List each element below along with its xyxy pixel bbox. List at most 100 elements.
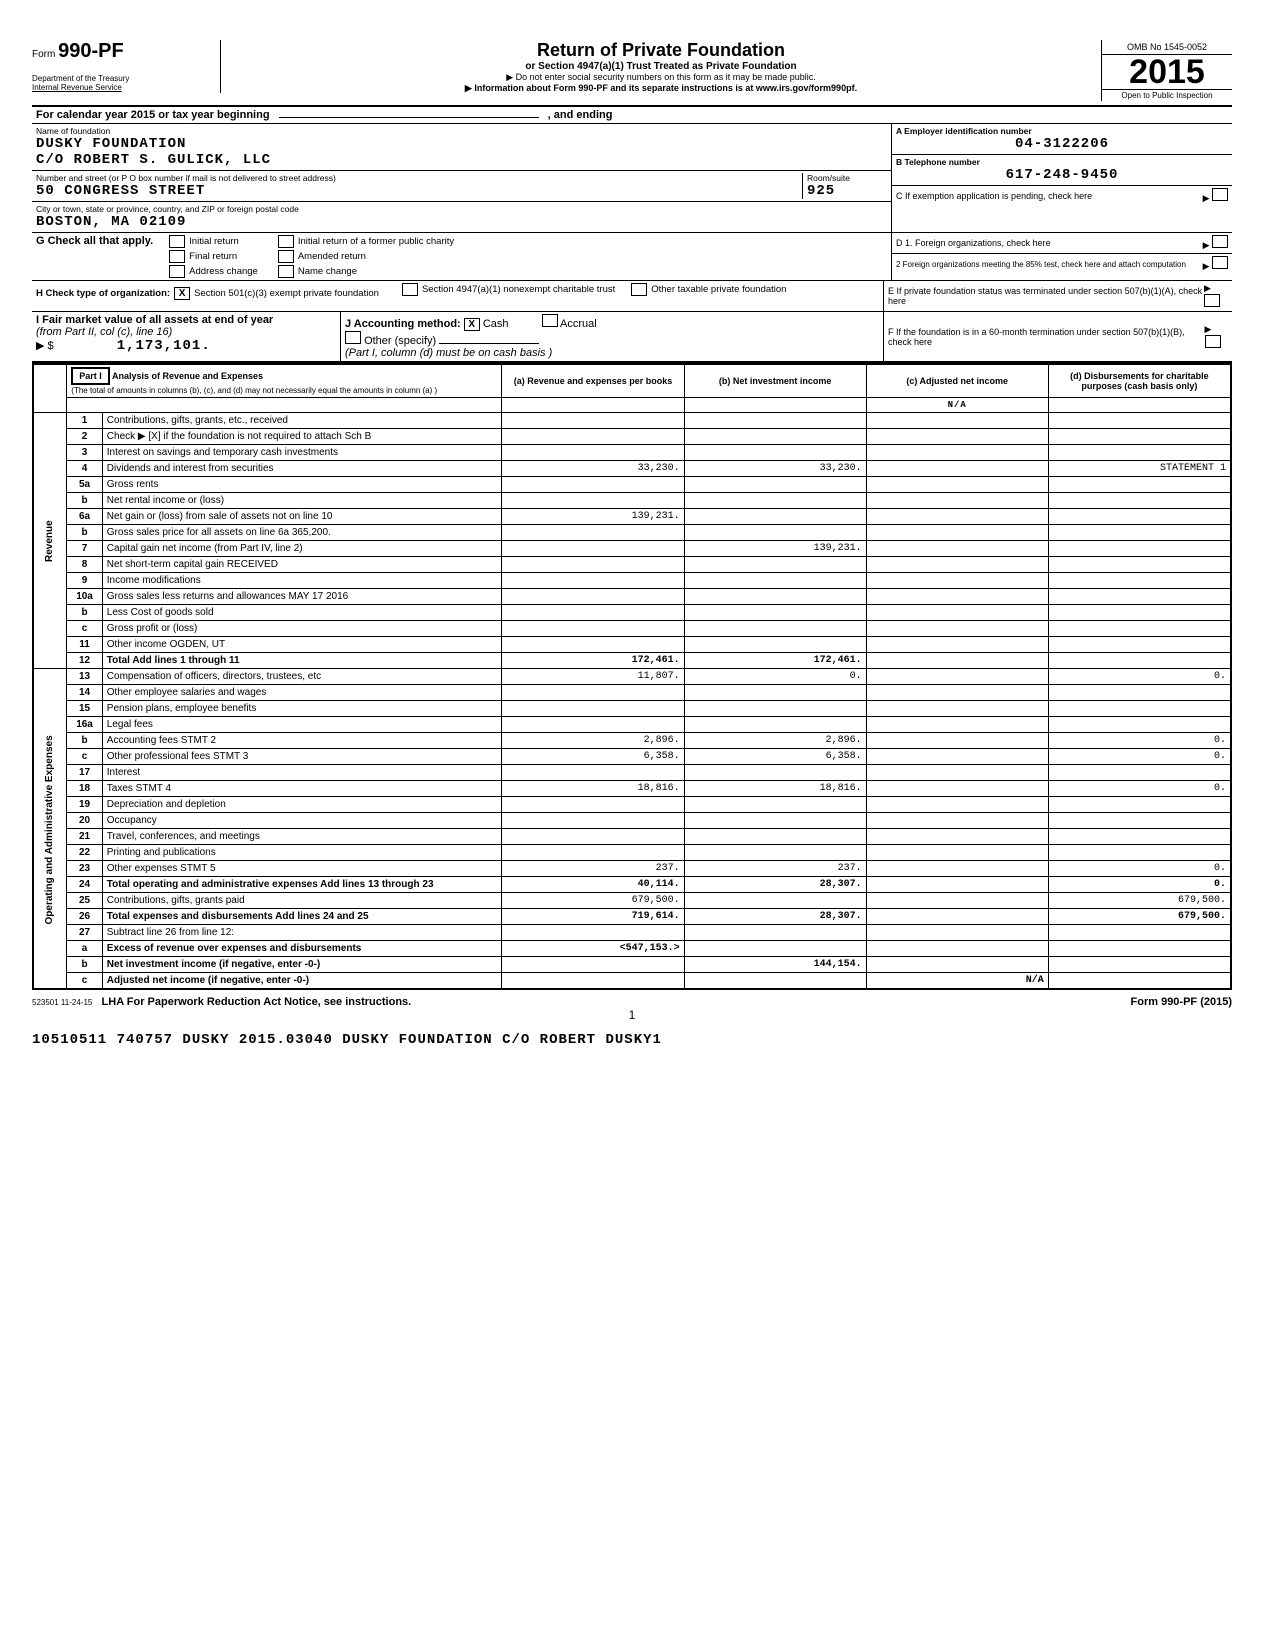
j-note: (Part I, column (d) must be on cash basi…: [345, 347, 552, 359]
col-b-hdr: (b) Net investment income: [684, 364, 866, 398]
row-number: 23: [67, 861, 103, 877]
h-chk-501c3[interactable]: X: [174, 287, 190, 300]
d1-checkbox[interactable]: [1212, 235, 1228, 248]
row-val-b: [684, 621, 866, 637]
row-val-a: [502, 701, 684, 717]
j-other: Other (specify): [364, 335, 436, 347]
row-number: 19: [67, 797, 103, 813]
row-val-b: 33,230.: [684, 461, 866, 477]
row-val-c: [866, 701, 1048, 717]
h-opt1: Section 501(c)(3) exempt private foundat…: [194, 288, 379, 299]
table-row: 18Taxes STMT 418,816.18,816.0.: [33, 781, 1231, 797]
row-val-b: 6,358.: [684, 749, 866, 765]
table-row: 9Income modifications: [33, 573, 1231, 589]
part1-table: Part I Analysis of Revenue and Expenses …: [32, 363, 1232, 990]
row-val-dcol: 0.: [1048, 781, 1231, 797]
row-desc: Interest on savings and temporary cash i…: [102, 445, 502, 461]
j-chk-other[interactable]: [345, 331, 361, 344]
table-row: 17Interest: [33, 765, 1231, 781]
row-desc: Compensation of officers, directors, tru…: [102, 669, 502, 685]
row-val-dcol: STATEMENT 1: [1048, 461, 1231, 477]
table-row: 19Depreciation and depletion: [33, 797, 1231, 813]
tel-label: B Telephone number: [896, 157, 1228, 167]
row-val-a: [502, 621, 684, 637]
row-desc: Other employee salaries and wages: [102, 685, 502, 701]
row-val-dcol: [1048, 541, 1231, 557]
row-val-a: [502, 925, 684, 941]
row-desc: Other professional fees STMT 3: [102, 749, 502, 765]
e-label: E If private foundation status was termi…: [888, 286, 1204, 306]
row-desc: Accounting fees STMT 2: [102, 733, 502, 749]
row-number: 4: [67, 461, 103, 477]
row-number: 16a: [67, 717, 103, 733]
row-val-b: [684, 813, 866, 829]
e-checkbox[interactable]: [1204, 294, 1220, 307]
row-val-a: [502, 429, 684, 445]
row-val-dcol: [1048, 637, 1231, 653]
g-chk-address[interactable]: [169, 265, 185, 278]
row-number: 11: [67, 637, 103, 653]
row-val-b: [684, 589, 866, 605]
table-row: 24Total operating and administrative exp…: [33, 877, 1231, 893]
row-val-c: [866, 637, 1048, 653]
h-chk-4947[interactable]: [402, 283, 418, 296]
d2-checkbox[interactable]: [1212, 256, 1228, 269]
g-chk-final[interactable]: [169, 250, 185, 263]
row-number: 2: [67, 429, 103, 445]
row-number: c: [67, 749, 103, 765]
row-val-dcol: [1048, 797, 1231, 813]
g-chk-former[interactable]: [278, 235, 294, 248]
col-d-hdr: (d) Disbursements for charitable purpose…: [1048, 364, 1231, 398]
j-chk-cash[interactable]: X: [464, 318, 480, 331]
table-row: 15Pension plans, employee benefits: [33, 701, 1231, 717]
g-label: G Check all that apply.: [36, 235, 153, 278]
row-val-a: [502, 717, 684, 733]
row-val-c: [866, 493, 1048, 509]
row-val-dcol: 679,500.: [1048, 893, 1231, 909]
c-checkbox[interactable]: [1212, 188, 1228, 201]
footer-code: 523501 11-24-15: [32, 998, 92, 1007]
row-val-c: [866, 477, 1048, 493]
table-row: 16aLegal fees: [33, 717, 1231, 733]
row-val-dcol: [1048, 701, 1231, 717]
row-desc: Total Add lines 1 through 11: [102, 653, 502, 669]
form-footer: 523501 11-24-15 LHA For Paperwork Reduct…: [32, 996, 1232, 1008]
row-val-dcol: 0.: [1048, 877, 1231, 893]
row-val-b: [684, 557, 866, 573]
row-desc: Depreciation and depletion: [102, 797, 502, 813]
inspection: Open to Public Inspection: [1102, 89, 1232, 101]
row-val-dcol: [1048, 509, 1231, 525]
row-val-dcol: [1048, 973, 1231, 990]
row-number: 20: [67, 813, 103, 829]
row-val-a: [502, 493, 684, 509]
table-row: aExcess of revenue over expenses and dis…: [33, 941, 1231, 957]
row-val-a: 679,500.: [502, 893, 684, 909]
row-val-a: [502, 797, 684, 813]
row-val-c: [866, 541, 1048, 557]
row-val-a: [502, 957, 684, 973]
row-number: 14: [67, 685, 103, 701]
row-val-dcol: [1048, 621, 1231, 637]
g-chk-amended[interactable]: [278, 250, 294, 263]
form-line1: ▶ Do not enter social security numbers o…: [231, 72, 1091, 83]
j-chk-accrual[interactable]: [542, 314, 558, 327]
row-val-c: [866, 525, 1048, 541]
row-val-b: 28,307.: [684, 909, 866, 925]
row-number: 17: [67, 765, 103, 781]
row-val-c: [866, 509, 1048, 525]
row-number: 10a: [67, 589, 103, 605]
table-row: 6aNet gain or (loss) from sale of assets…: [33, 509, 1231, 525]
row-desc: Subtract line 26 from line 12:: [102, 925, 502, 941]
row-desc: Less Cost of goods sold: [102, 605, 502, 621]
f-checkbox[interactable]: [1205, 335, 1221, 348]
row-val-b: 28,307.: [684, 877, 866, 893]
row-val-b: [684, 829, 866, 845]
side-label-expenses: Operating and Administrative Expenses: [33, 669, 67, 990]
h-opt3: Other taxable private foundation: [651, 284, 786, 295]
street-label: Number and street (or P O box number if …: [36, 173, 802, 183]
h-chk-other[interactable]: [631, 283, 647, 296]
g-chk-name[interactable]: [278, 265, 294, 278]
calendar-year-row: For calendar year 2015 or tax year begin…: [32, 107, 1232, 124]
g-chk-initial[interactable]: [169, 235, 185, 248]
row-val-a: [502, 557, 684, 573]
